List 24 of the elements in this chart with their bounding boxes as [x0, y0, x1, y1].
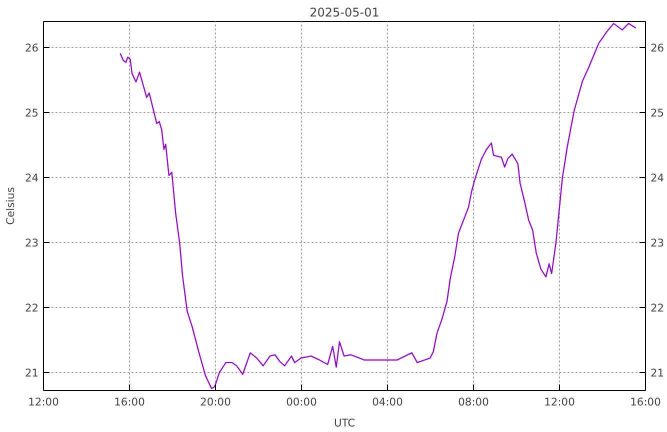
- x-tick-label: 04:00: [372, 396, 404, 408]
- line-series: [120, 22, 636, 390]
- y2-tick-label: 25: [650, 106, 664, 120]
- y2-tick-label: 22: [650, 301, 664, 314]
- x-tick-label: 20:00: [200, 396, 232, 408]
- y-tick-label: 26: [24, 41, 39, 54]
- x-tick-label: 08:00: [458, 396, 490, 408]
- y2-tick-label: 23: [650, 236, 664, 250]
- x-tick-label: 00:00: [286, 396, 318, 408]
- y-tick-label: 22: [24, 301, 39, 314]
- y-tick-label: 25: [24, 106, 39, 120]
- y2-tick-label: 21: [650, 366, 664, 380]
- y-tick-label: 21: [24, 366, 39, 380]
- x-tick-label: 16:00: [630, 396, 662, 408]
- x-tick-label: 12:00: [28, 396, 60, 408]
- y-tick-label: 24: [24, 171, 39, 184]
- y2-tick-label: 24: [650, 171, 664, 184]
- y-tick-label: 23: [24, 236, 39, 250]
- chart-title: 2025-05-01: [310, 6, 380, 20]
- x-axis-title: UTC: [334, 416, 356, 430]
- x-tick-label: 16:00: [114, 396, 146, 408]
- x-tick-label: 12:00: [544, 396, 576, 408]
- y-axis-title: Celsius: [4, 186, 17, 225]
- y2-tick-label: 26: [650, 41, 664, 54]
